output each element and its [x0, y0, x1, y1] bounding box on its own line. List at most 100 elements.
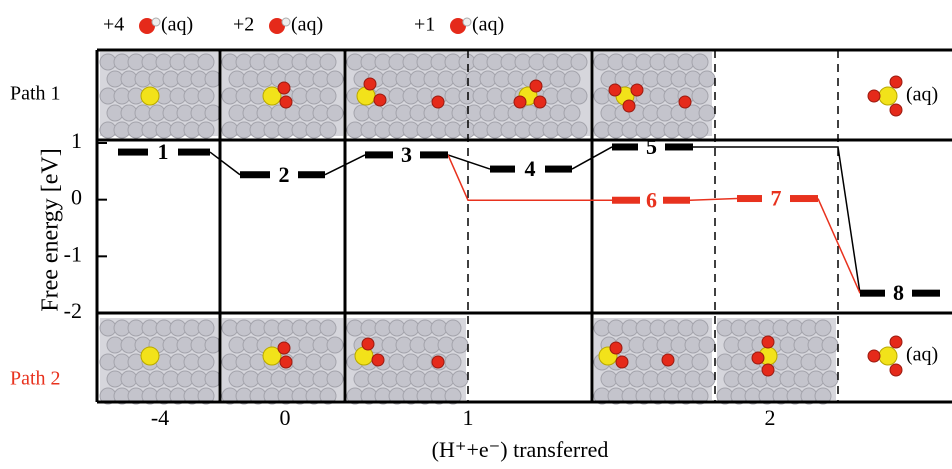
- surface-atom: [691, 319, 709, 337]
- y-tick-label: -1: [64, 241, 82, 266]
- surface-atom: [451, 336, 469, 354]
- level-bar: [663, 196, 690, 204]
- atom-o: [751, 351, 765, 365]
- surface-atom: [319, 353, 337, 371]
- atom-o: [889, 335, 903, 349]
- level-bar: [790, 195, 818, 203]
- surface-atom: [563, 70, 581, 88]
- atom-o: [889, 363, 903, 377]
- x-tick-label: 2: [765, 405, 776, 430]
- level-bar: [118, 148, 148, 156]
- atom-o: [529, 79, 543, 93]
- aq-label: (aq): [906, 84, 938, 106]
- connector: [817, 198, 861, 294]
- surface-atom: [814, 353, 832, 371]
- level-bar: [178, 148, 210, 156]
- surface-atom: [691, 121, 709, 139]
- atom-o: [867, 89, 881, 103]
- atom-s: [262, 86, 282, 106]
- atom-o: [761, 335, 775, 349]
- atom-o: [867, 349, 881, 363]
- atom-o: [678, 95, 692, 109]
- level-bar: [737, 195, 762, 203]
- x-tick-label: -4: [151, 405, 169, 430]
- level-bar: [545, 165, 572, 173]
- surface-atom: [821, 336, 839, 354]
- level-bar: [912, 289, 940, 297]
- connector: [324, 154, 366, 176]
- atom-o: [431, 95, 445, 109]
- atom-s: [140, 86, 160, 106]
- level-bar: [298, 171, 325, 179]
- surface-atom: [444, 319, 462, 337]
- surface-atom: [319, 319, 337, 337]
- surface-atom: [821, 370, 839, 388]
- surface-atom: [691, 87, 709, 105]
- level-bar: [612, 143, 638, 151]
- atom-o: [279, 95, 293, 109]
- ion-h: [462, 17, 472, 27]
- path-label: Path 1: [10, 83, 61, 105]
- connector: [689, 197, 738, 201]
- connector: [693, 146, 861, 294]
- surface-atom: [326, 104, 344, 122]
- atom-o: [373, 93, 387, 107]
- surface-atom: [444, 387, 462, 405]
- atom-o: [277, 81, 291, 95]
- surface-atom: [319, 87, 337, 105]
- atom-o: [363, 77, 377, 91]
- surface-atom: [197, 319, 215, 337]
- connector: [209, 151, 241, 176]
- x-tick-label: 0: [280, 405, 291, 430]
- atom-o: [622, 99, 636, 113]
- atom-o: [513, 95, 527, 109]
- y-tick-label: 0: [71, 185, 82, 210]
- connector: [571, 146, 613, 170]
- atom-o: [615, 355, 629, 369]
- ion-h: [151, 17, 161, 27]
- level-label: 8: [893, 280, 904, 305]
- level-bar: [240, 171, 270, 179]
- atom-o: [661, 353, 675, 367]
- level-label: 1: [158, 139, 169, 164]
- surface-atom: [451, 370, 469, 388]
- atom-o: [371, 353, 385, 367]
- surface-atom: [570, 121, 588, 139]
- surface-atom: [814, 387, 832, 405]
- y-tick-label: 1: [71, 128, 82, 153]
- aq-label: (aq): [472, 14, 504, 36]
- surface-atom: [563, 104, 581, 122]
- surface-atom: [197, 353, 215, 371]
- level-bar: [420, 151, 448, 159]
- atom-s: [140, 346, 160, 366]
- ion-o: [139, 18, 155, 34]
- y-tick-label: -2: [64, 298, 82, 323]
- atom-o: [889, 103, 903, 117]
- surface-atom: [570, 53, 588, 71]
- surface-atom: [814, 319, 832, 337]
- level-bar: [860, 289, 885, 297]
- level-label: 5: [646, 134, 657, 159]
- atom-o: [361, 337, 375, 351]
- level-bar: [365, 151, 393, 159]
- ion-h: [281, 17, 291, 27]
- atom-o: [277, 341, 291, 355]
- atom-o: [609, 341, 623, 355]
- surface-atom: [691, 353, 709, 371]
- level-label: 4: [525, 156, 536, 181]
- x-tick-label: 1: [463, 405, 474, 430]
- level-bar: [612, 196, 640, 204]
- surface-atom: [698, 336, 716, 354]
- surface-atom: [326, 70, 344, 88]
- charge-label: +1: [414, 14, 435, 36]
- charge-label: +2: [233, 14, 254, 36]
- aq-label: (aq): [161, 14, 193, 36]
- surface-atom: [570, 87, 588, 105]
- level-label: 3: [401, 142, 412, 167]
- charge-label: +4: [103, 14, 124, 36]
- surface-atom: [326, 370, 344, 388]
- atom-s: [878, 86, 898, 106]
- atom-o: [533, 95, 547, 109]
- atom-s: [262, 346, 282, 366]
